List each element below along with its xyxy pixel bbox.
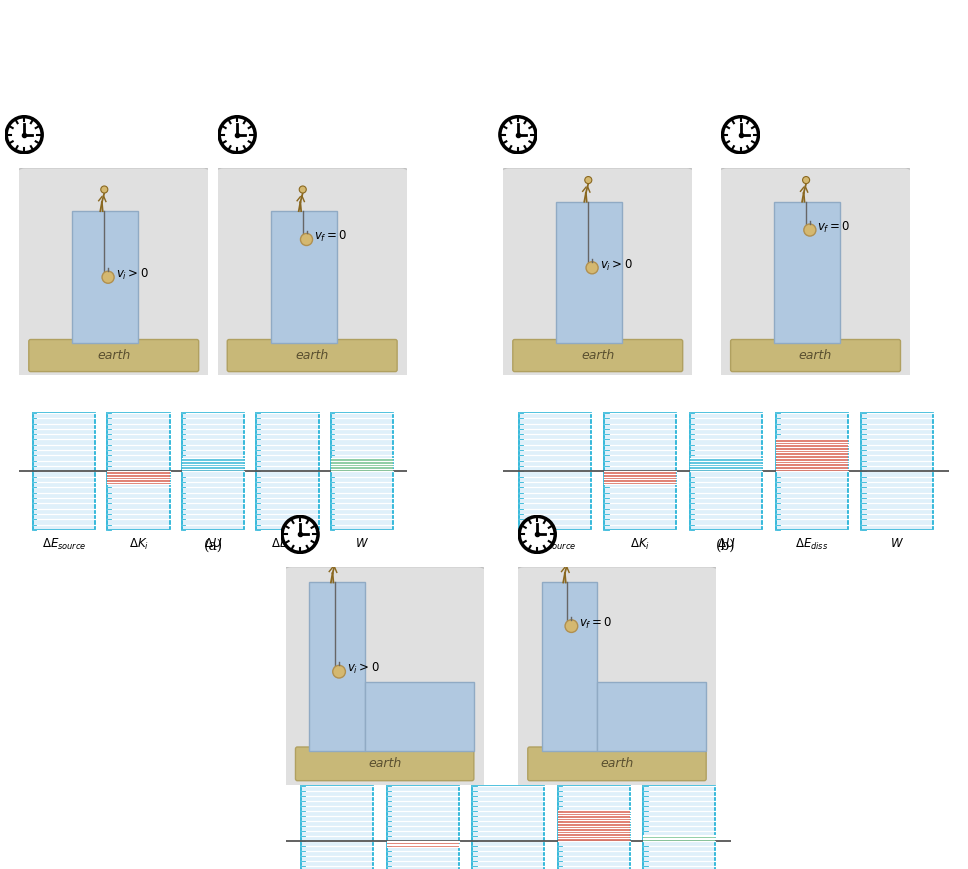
Text: $\Delta E_{diss}$: $\Delta E_{diss}$ — [795, 537, 829, 552]
Text: $\Delta K_i$: $\Delta K_i$ — [630, 537, 650, 552]
Bar — [310, 582, 365, 751]
Bar — [386, 786, 459, 869]
Bar — [775, 413, 848, 530]
Circle shape — [282, 516, 318, 553]
Bar — [386, 841, 459, 847]
Circle shape — [802, 176, 809, 183]
Bar — [257, 413, 318, 530]
Text: $v_f = 0$: $v_f = 0$ — [817, 220, 851, 235]
Bar — [557, 202, 622, 343]
FancyBboxPatch shape — [514, 567, 720, 789]
Circle shape — [722, 116, 759, 153]
FancyBboxPatch shape — [214, 168, 410, 379]
Circle shape — [803, 224, 816, 236]
Text: (a): (a) — [203, 538, 223, 552]
Text: $W$: $W$ — [355, 537, 369, 550]
FancyBboxPatch shape — [29, 340, 198, 372]
FancyBboxPatch shape — [717, 168, 914, 379]
Circle shape — [585, 176, 591, 183]
Bar — [331, 459, 393, 471]
Circle shape — [6, 116, 43, 153]
Bar — [774, 202, 840, 343]
Text: earth: earth — [295, 349, 329, 362]
Circle shape — [331, 556, 339, 563]
Bar — [107, 413, 169, 530]
Text: $\Delta U$: $\Delta U$ — [716, 537, 736, 550]
Bar — [73, 211, 138, 343]
Text: earth: earth — [97, 349, 131, 362]
FancyBboxPatch shape — [499, 168, 696, 379]
Bar — [107, 471, 169, 484]
Bar — [690, 413, 762, 530]
FancyBboxPatch shape — [282, 567, 488, 789]
Bar — [331, 413, 393, 530]
FancyBboxPatch shape — [295, 747, 474, 780]
Bar — [301, 786, 373, 869]
Text: $\Delta U$: $\Delta U$ — [203, 537, 223, 550]
Circle shape — [565, 620, 578, 633]
Bar — [182, 413, 244, 530]
Bar — [519, 413, 590, 530]
Bar — [862, 413, 933, 530]
Bar — [365, 681, 474, 751]
Text: $v_i > 0$: $v_i > 0$ — [115, 267, 148, 282]
Text: earth: earth — [368, 758, 402, 770]
Circle shape — [333, 666, 346, 678]
Text: $\Delta E_{source}$: $\Delta E_{source}$ — [532, 537, 577, 552]
Circle shape — [219, 116, 256, 153]
Bar — [182, 459, 244, 471]
Circle shape — [586, 262, 598, 274]
Circle shape — [563, 556, 571, 563]
Text: (b): (b) — [716, 538, 736, 552]
Text: $\Delta E_{diss}$: $\Delta E_{diss}$ — [271, 537, 304, 552]
Text: earth: earth — [600, 758, 634, 770]
Bar — [271, 211, 337, 343]
Bar — [604, 413, 677, 530]
Circle shape — [519, 516, 556, 553]
FancyBboxPatch shape — [227, 340, 397, 372]
Bar — [775, 439, 848, 471]
Text: $\Delta K_i$: $\Delta K_i$ — [129, 537, 148, 552]
Circle shape — [102, 271, 114, 283]
Text: earth: earth — [581, 349, 615, 362]
Circle shape — [101, 186, 107, 193]
Bar — [33, 413, 95, 530]
Circle shape — [300, 234, 313, 246]
Text: $W$: $W$ — [891, 537, 904, 550]
Text: $\Delta E_{source}$: $\Delta E_{source}$ — [42, 537, 86, 552]
Text: $v_i > 0$: $v_i > 0$ — [347, 661, 379, 676]
FancyBboxPatch shape — [731, 340, 900, 372]
FancyBboxPatch shape — [513, 340, 682, 372]
Bar — [690, 459, 762, 471]
Bar — [472, 786, 544, 869]
Bar — [558, 786, 630, 869]
Circle shape — [299, 186, 306, 193]
Text: earth: earth — [799, 349, 832, 362]
Bar — [604, 471, 677, 484]
Bar — [644, 834, 715, 841]
Text: $v_i > 0$: $v_i > 0$ — [599, 257, 632, 273]
FancyBboxPatch shape — [528, 747, 707, 780]
Bar — [644, 786, 715, 869]
Bar — [542, 582, 597, 751]
Text: $v_f = 0$: $v_f = 0$ — [579, 615, 613, 631]
FancyBboxPatch shape — [15, 168, 212, 379]
Bar — [558, 810, 630, 841]
Text: $v_f = 0$: $v_f = 0$ — [314, 229, 348, 244]
Bar — [597, 681, 707, 751]
Circle shape — [499, 116, 536, 153]
